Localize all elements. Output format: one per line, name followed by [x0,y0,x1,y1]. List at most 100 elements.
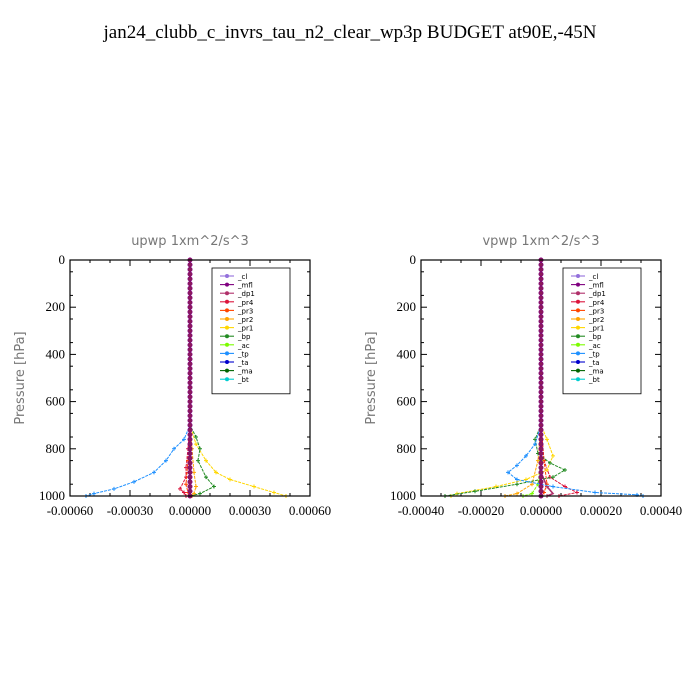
x-tick-label: 0.00000 [520,503,562,518]
zero-profile-marker [538,347,544,353]
zero-profile-marker [187,299,193,305]
zero-profile-marker [187,281,193,287]
x-tick-label: 0.00020 [580,503,622,518]
y-tick-label: 600 [397,394,417,409]
zero-profile-marker [187,356,193,362]
data-point [132,479,136,484]
legend-marker [225,291,229,296]
zero-profile-marker [187,394,193,400]
data-point [551,484,555,489]
zero-profile-marker [538,394,544,400]
zero-profile-marker [187,366,193,372]
zero-profile-marker [538,441,544,447]
zero-profile-marker [538,451,544,457]
data-point [214,470,218,475]
data-point [524,453,528,458]
zero-profile-marker [187,290,193,296]
zero-profile-marker [187,375,193,381]
zero-profile-markers [187,257,193,499]
zero-profile-marker [538,266,544,272]
legend-box [562,267,642,395]
zero-profile-marker [538,328,544,334]
zero-profile-marker [538,380,544,386]
legend-label: _ac [588,342,601,350]
data-point [252,484,256,489]
zero-profile-marker [538,318,544,324]
zero-profile-marker [538,285,544,291]
data-point [172,446,176,451]
zero-profile-marker [187,455,193,461]
zero-profile-marker [538,389,544,395]
y-tick-label: 200 [46,299,66,314]
legend-marker [225,299,229,304]
zero-profile-marker [187,436,193,442]
zero-profile-marker [187,441,193,447]
zero-profile-marker [187,304,193,310]
legend-marker [576,360,580,364]
zero-profile-marker [538,446,544,452]
data-point [530,491,534,496]
x-tick-label: -0.00020 [458,503,505,518]
legend-marker [225,325,229,330]
legend-marker [576,334,580,339]
data-point [548,460,552,465]
x-tick-label: 0.00060 [289,503,331,518]
legend-marker [576,342,580,347]
legend-label: _tp [588,350,600,358]
zero-profile-marker [538,375,544,381]
zero-profile-marker [187,337,193,343]
zero-profile-marker [538,403,544,409]
legend-marker [225,308,229,313]
legend-marker [225,360,229,364]
legend-label: _pr3 [588,307,604,315]
data-point [178,486,182,491]
zero-profile-marker [538,299,544,305]
x-tick-label: 0.00030 [229,503,271,518]
legend-label: _pr2 [588,316,604,324]
zero-profile-marker [187,384,193,390]
legend-marker [225,282,229,287]
zero-profile-marker [538,290,544,296]
data-point [506,470,510,475]
zero-profile-marker [538,399,544,405]
legend-label: _cl [588,273,598,281]
y-axis-label: Pressure [hPa] [364,331,379,424]
chart-title: upwp 1xm^2/s^3 [131,234,249,249]
zero-profile-marker [538,465,544,471]
zero-profile-marker [538,460,544,466]
x-tick-label: 0.00000 [169,503,211,518]
zero-profile-marker [187,432,193,438]
y-tick-label: 1000 [39,488,65,503]
zero-profile-marker [187,417,193,423]
zero-profile-marker [187,266,193,272]
zero-profile-marker [538,276,544,282]
zero-profile-marker [538,413,544,419]
data-point [551,475,555,480]
legend-marker [225,317,229,321]
data-point [530,482,534,487]
page-title: jan24_clubb_c_invrs_tau_n2_clear_wp3p BU… [103,22,597,43]
zero-profile-marker [187,469,193,475]
data-point [545,468,549,473]
data-point [272,490,276,495]
legend-box [211,267,291,395]
chart-1: vpwp 1xm^2/s^3 Pressure [hPa] 0 200 400 600 80… [364,234,682,518]
zero-profile-marker [187,465,193,471]
zero-profile-marker [538,361,544,367]
x-tick-label: -0.00030 [107,503,154,518]
data-point [192,491,196,496]
zero-profile-marker [187,276,193,282]
zero-profile-marker [538,333,544,339]
plot-frame [420,259,662,497]
data-point [473,489,477,494]
legend-label: _bp [588,333,602,341]
zero-profile-marker [187,285,193,291]
y-tick-label: 400 [46,346,66,361]
legend: _cl_mfl_dp1_pr4_pr3_pr2_pr1_bp_ac_tp_ta_… [562,267,642,395]
zero-profile-marker [187,309,193,315]
series-line [504,260,542,497]
y-tick-label: 0 [59,252,66,267]
zero-profile-marker [538,262,544,268]
legend-marker [576,308,580,313]
data-point [515,477,519,482]
